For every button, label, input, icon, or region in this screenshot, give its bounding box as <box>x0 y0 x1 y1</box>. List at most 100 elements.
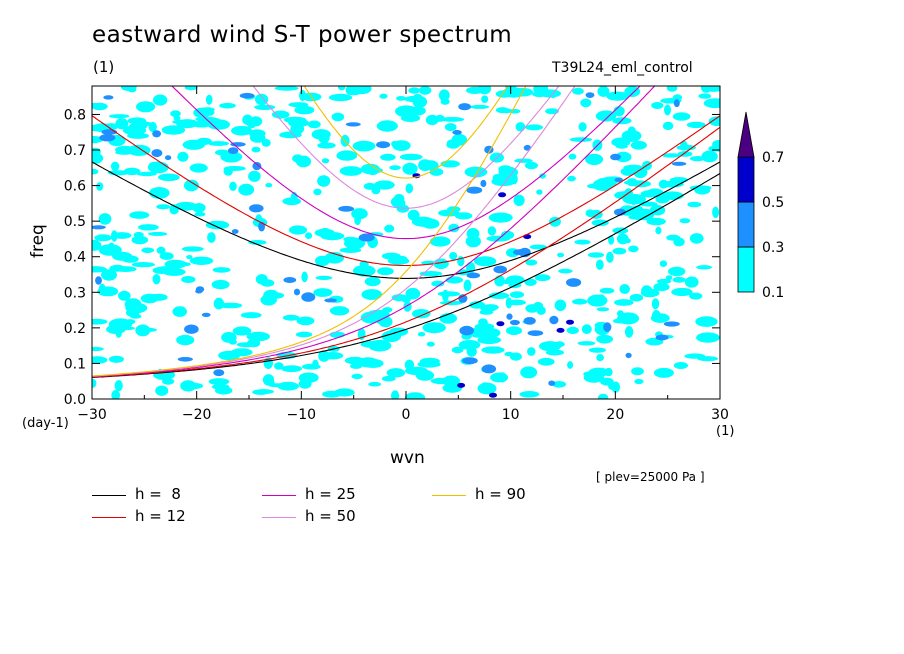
power-blob-low <box>438 89 450 102</box>
power-blob-low <box>213 297 225 310</box>
power-blob-low <box>110 161 120 171</box>
power-blob-high <box>457 382 466 388</box>
power-blob-low <box>296 316 315 326</box>
power-blob-mid <box>213 369 225 377</box>
power-blob-low <box>247 121 256 129</box>
power-blob-low <box>412 309 431 319</box>
power-blob-low <box>181 246 204 252</box>
legend-label-h8: h = 8 <box>135 485 181 503</box>
power-blob-low <box>162 378 175 385</box>
power-blob-low <box>695 316 718 327</box>
power-blob-low <box>665 275 673 281</box>
power-blob-low <box>373 180 395 190</box>
power-blob-low <box>184 86 198 91</box>
power-blob-low <box>481 95 489 103</box>
power-blob-low <box>495 107 509 114</box>
power-blob-mid <box>671 161 687 166</box>
power-blob-low <box>282 314 300 321</box>
power-blob-mid <box>585 92 595 98</box>
power-blob-low <box>481 346 505 354</box>
power-blob-low <box>111 390 121 399</box>
power-blob-high <box>556 327 565 333</box>
power-blob-low <box>305 232 313 239</box>
legend-line-h90 <box>432 495 466 496</box>
power-blob-low <box>251 146 261 153</box>
power-blob-low <box>525 304 539 313</box>
power-blob-low <box>581 324 592 335</box>
power-blob-low <box>92 124 107 132</box>
power-blob-low <box>177 151 189 162</box>
x-axis: −30 −20 −10 0 10 20 30 <box>77 86 729 423</box>
power-blob-low <box>115 328 122 338</box>
power-blob-low <box>247 338 261 348</box>
power-blob-low <box>176 119 199 129</box>
power-blob-mid <box>566 278 582 287</box>
power-blob-low <box>350 363 363 369</box>
power-blob-low <box>431 280 445 287</box>
y-tick-label: 0.4 <box>64 250 86 266</box>
power-blob-low <box>161 125 186 135</box>
power-blob-low <box>595 259 604 270</box>
legend-line-h50 <box>262 517 296 518</box>
power-blob-low <box>148 231 168 236</box>
dispersion-curve-h8-n1 <box>92 161 720 279</box>
power-blob-low <box>240 312 262 319</box>
power-blob-low <box>630 205 644 218</box>
power-blob-low <box>92 239 102 251</box>
power-blob-low <box>274 86 299 91</box>
power-blob-low <box>389 165 401 171</box>
power-blob-mid <box>673 99 680 108</box>
y-tick-label: 0.3 <box>64 285 86 301</box>
power-blob-low <box>429 236 451 247</box>
power-blob-low <box>313 188 322 196</box>
power-blob-low <box>641 288 660 298</box>
power-blob-mid <box>603 322 612 332</box>
power-blob-low <box>509 291 525 298</box>
power-blob-mid <box>376 141 391 149</box>
power-blob-low <box>680 140 688 151</box>
power-blob-low <box>568 153 577 160</box>
power-blob-low <box>515 122 526 132</box>
power-blob-mid <box>230 142 246 147</box>
power-blob-low <box>615 151 632 163</box>
power-blob-low <box>320 232 345 241</box>
power-blob-low <box>651 102 664 109</box>
y-tick-label: 0.2 <box>64 321 86 337</box>
power-blob-low <box>381 375 396 382</box>
power-blob-low <box>672 112 691 121</box>
power-blob-low <box>223 167 233 176</box>
power-blob-low <box>712 206 720 218</box>
y-axis: 0.0 0.1 0.2 0.3 0.4 0.5 0.6 0.7 0.8 <box>64 107 720 408</box>
power-blob-low <box>399 153 423 161</box>
power-blob-low <box>158 173 180 182</box>
power-blob-low <box>488 212 513 223</box>
power-blob-low <box>131 262 155 268</box>
power-blob-low <box>268 380 275 386</box>
power-blob-mid <box>358 233 375 242</box>
power-blob-mid <box>301 292 316 302</box>
power-blob-low <box>527 347 536 356</box>
power-blob-low <box>141 247 154 254</box>
power-blob-low <box>653 367 674 378</box>
power-blob-low <box>149 187 170 199</box>
power-blob-low <box>477 86 492 95</box>
legend-line-h12 <box>92 517 126 518</box>
power-blob-low <box>294 105 315 115</box>
power-blob-low <box>630 140 647 150</box>
power-blob-mid <box>92 225 106 230</box>
power-blob-low <box>379 93 388 99</box>
power-blob-low <box>634 378 644 385</box>
power-blob-low <box>92 103 106 108</box>
power-blob-low <box>211 383 230 390</box>
power-blob-low <box>181 276 196 283</box>
power-blob-low <box>255 93 269 106</box>
power-blob-low <box>301 271 308 283</box>
power-blob-low <box>451 346 464 354</box>
power-blob-low <box>606 91 630 101</box>
power-blob-low <box>274 362 284 370</box>
power-blob-low <box>121 255 139 263</box>
power-blob-low <box>295 331 313 338</box>
power-blob-low <box>107 242 116 255</box>
power-blob-low <box>701 150 718 163</box>
